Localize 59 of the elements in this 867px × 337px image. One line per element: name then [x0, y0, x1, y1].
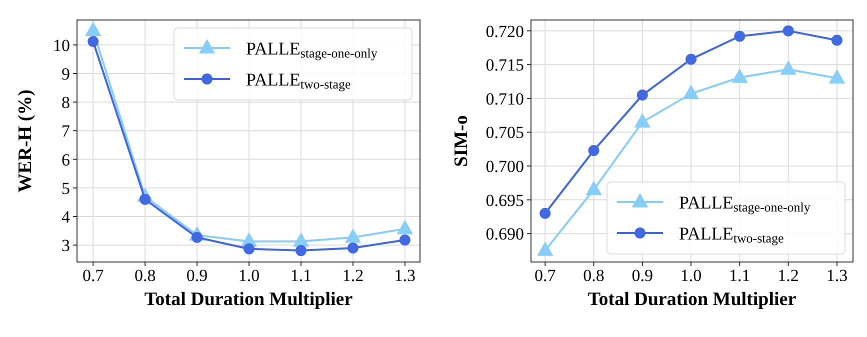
y-tick-label: 0.715 — [486, 56, 524, 75]
legend-label: PALLE$_{stage-one-only}$ — [246, 38, 378, 61]
point — [295, 245, 306, 256]
x-tick-label: 1.2 — [778, 266, 799, 285]
point — [88, 36, 99, 47]
x-tick-label: 1.3 — [394, 266, 416, 285]
y-axis-title: WER-H (%) — [15, 90, 36, 192]
x-tick-label: 0.8 — [583, 266, 604, 285]
legend-label: PALLE$_{two-stage}$ — [679, 223, 784, 246]
point — [686, 54, 697, 65]
point — [636, 90, 648, 101]
y-tick-label: 0.710 — [486, 89, 524, 108]
point — [540, 208, 551, 219]
x-tick-label: 1.1 — [290, 266, 312, 285]
x-tick-label: 1.0 — [238, 266, 260, 285]
x-tick-label: 1.3 — [826, 266, 848, 285]
y-tick-label: 0.690 — [486, 224, 524, 244]
x-tick-label: 0.9 — [186, 266, 208, 285]
y-tick-label: 9 — [62, 64, 70, 84]
point — [586, 180, 602, 196]
point — [682, 84, 700, 100]
x-tick-label: 0.7 — [82, 266, 104, 285]
y-tick-label: 5 — [62, 178, 70, 198]
y-tick-label: 0.720 — [486, 22, 524, 41]
x-tick-label: 1.1 — [729, 266, 750, 285]
x-tick-label: 0.7 — [534, 266, 556, 285]
y-tick-label: 0.695 — [486, 190, 524, 210]
point — [537, 242, 554, 256]
legend-label: PALLE$_{stage-one-only}$ — [679, 192, 811, 215]
x-axis-title: Total Duration Multiplier — [144, 289, 354, 310]
point — [347, 242, 358, 254]
y-tick-label: 6 — [62, 150, 70, 170]
x-tick-label: 1.0 — [680, 266, 702, 285]
point — [734, 30, 746, 42]
y-tick-label: 10 — [53, 36, 70, 55]
y-tick-label: 7 — [62, 122, 70, 141]
x-tick-label: 1.2 — [342, 266, 364, 285]
x-tick-label: 0.9 — [632, 266, 654, 285]
legend-label: PALLE$_{two-stage}$ — [246, 69, 351, 92]
x-axis-title: Total Duration Multiplier — [588, 289, 797, 310]
y-axis-title: SIM-o — [451, 115, 472, 167]
point — [782, 25, 794, 36]
x-tick-label: 0.8 — [134, 266, 156, 285]
y-tick-label: 0.700 — [486, 156, 524, 176]
point — [732, 68, 748, 83]
y-tick-label: 8 — [62, 93, 70, 112]
point — [399, 234, 410, 246]
y-tick-label: 3 — [62, 236, 70, 256]
point — [828, 69, 846, 84]
point — [831, 34, 842, 46]
point — [396, 220, 414, 234]
point — [588, 144, 600, 156]
point — [344, 228, 362, 243]
point — [780, 60, 796, 75]
point — [634, 113, 650, 128]
point — [85, 22, 102, 36]
y-tick-label: 4 — [62, 207, 70, 226]
y-tick-label: 0.705 — [486, 123, 524, 142]
point — [244, 243, 255, 254]
